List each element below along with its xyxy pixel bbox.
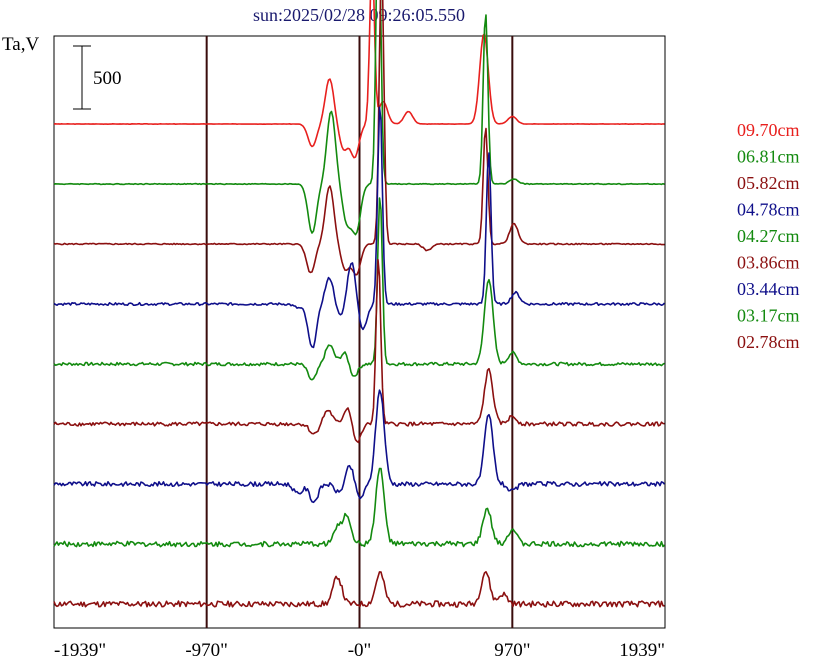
trace-05-82cm [53, 0, 665, 276]
x-tick-label: 970" [494, 640, 530, 661]
scale-bar [73, 45, 91, 110]
legend: 09.70cm 06.81cm 05.82cm 04.78cm 04.27cm 03.86… [737, 120, 800, 352]
legend-item: 06.81cm [737, 147, 800, 167]
x-tick-label: -970" [185, 640, 228, 661]
x-tick-label: -1939" [54, 640, 106, 661]
trace-03-44cm [53, 389, 666, 504]
legend-item: 09.70cm [737, 120, 800, 140]
x-tick-label: 1939" [619, 640, 665, 661]
trace-02-78cm [53, 570, 665, 608]
trace-03-86cm [53, 258, 665, 444]
legend-item: 03.44cm [737, 279, 800, 299]
y-axis-label: Ta,V [2, 34, 39, 55]
trace-04-78cm [53, 106, 666, 349]
trace-06-81cm [53, 0, 665, 236]
legend-item: 04.27cm [737, 226, 800, 246]
legend-item: 03.17cm [737, 306, 800, 326]
legend-item: 03.86cm [737, 253, 800, 273]
legend-item: 05.82cm [737, 173, 800, 193]
trace-09-70cm [53, 0, 665, 159]
chart-title: sun:2025/02/28 09:26:05.550 [253, 5, 465, 25]
scale-bar-label: 500 [93, 68, 122, 89]
x-tick-labels: -1939" -970" -0" 970" 1939" [54, 640, 665, 661]
traces [53, 0, 666, 608]
trace-03-17cm [53, 467, 666, 548]
x-tick-label: -0" [348, 640, 372, 661]
trace-04-27cm [53, 197, 665, 381]
legend-item: 02.78cm [737, 332, 800, 352]
legend-item: 04.78cm [737, 200, 800, 220]
